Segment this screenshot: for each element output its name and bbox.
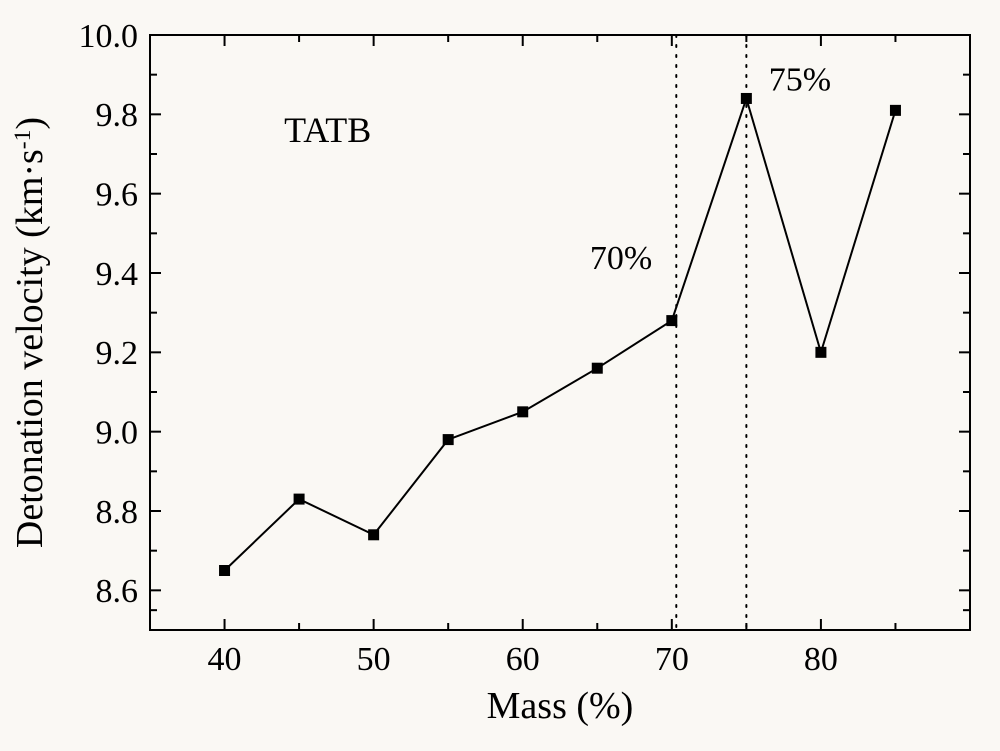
x-tick-label: 60 [506, 641, 540, 678]
data-marker [816, 347, 826, 357]
data-marker [369, 530, 379, 540]
y-tick-label: 8.8 [96, 494, 139, 531]
data-marker [741, 93, 751, 103]
y-tick-label: 9.2 [96, 335, 139, 372]
y-tick-label: 9.0 [96, 415, 139, 452]
data-marker [890, 105, 900, 115]
data-marker [220, 566, 230, 576]
y-tick-label: 9.8 [96, 97, 139, 134]
detonation-velocity-chart: 40 50 60 70 80 8.6 8.8 9.0 9.2 9.4 9.6 9.8 10.0 TATB 7… [0, 0, 1000, 751]
data-marker [667, 316, 677, 326]
data-marker [443, 435, 453, 445]
x-tick-label: 50 [357, 641, 391, 678]
annotation-0: TATB [284, 110, 371, 150]
x-axis-title: Mass (%) [487, 685, 634, 727]
chart-container: 40 50 60 70 80 8.6 8.8 9.0 9.2 9.4 9.6 9.8 10.0 TATB 7… [0, 0, 1000, 751]
y-tick-label: 10.0 [79, 18, 139, 55]
x-tick-label: 80 [804, 641, 838, 678]
y-tick-label: 8.6 [96, 573, 139, 610]
y-axis-title: Detonation velocity (km·s-1) [9, 117, 51, 548]
annotation-2: 75% [769, 62, 831, 99]
x-tick-label: 70 [655, 641, 689, 678]
data-marker [518, 407, 528, 417]
y-tick-label: 9.6 [96, 177, 139, 214]
annotation-1: 70% [590, 240, 652, 277]
data-marker [294, 494, 304, 504]
data-marker [592, 363, 602, 373]
y-tick-label: 9.4 [96, 256, 139, 293]
x-tick-label: 40 [208, 641, 242, 678]
